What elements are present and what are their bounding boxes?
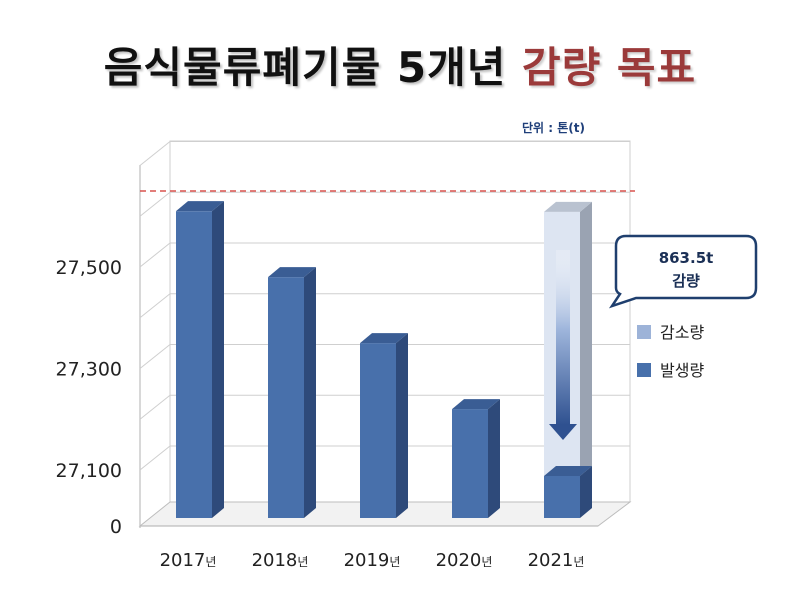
bar-top — [544, 466, 592, 476]
bar-side — [212, 201, 224, 519]
bar-side — [304, 267, 316, 518]
x-tick-label: 2019년 — [344, 550, 401, 571]
bar-reduction-top — [544, 201, 592, 212]
callout-label: 감량 — [672, 272, 700, 290]
callout-value: 863.5t — [659, 249, 714, 267]
unit-label: 단위 : 톤(t) — [522, 121, 585, 135]
reduction-callout: 863.5t 감량 — [608, 234, 758, 309]
x-tick-label: 2017년 — [160, 550, 217, 571]
bar-2019 — [360, 333, 408, 518]
bar-2017 — [176, 201, 224, 519]
grid-line-diag — [139, 141, 171, 166]
grid-line-diag — [139, 191, 171, 217]
bar-front — [360, 343, 396, 518]
y-tick-label: 27,500 — [56, 257, 122, 279]
page-title: 음식물류폐기물 5개년 감량 목표 — [0, 34, 800, 95]
bars — [176, 201, 592, 519]
bar-front — [176, 211, 212, 519]
bar-side — [488, 399, 500, 518]
legend-swatch-reduction — [637, 325, 651, 339]
x-tick-labels: 2017년 2018년 2019년 2020년 2021년 — [160, 550, 585, 571]
grid-line-diag — [139, 344, 171, 369]
reduction-arrow-icon — [549, 250, 577, 440]
grid-line-diag — [139, 242, 171, 268]
grid-line-diag — [139, 445, 171, 471]
title-main: 음식물류폐기물 5개년 — [103, 43, 507, 92]
bar-2018 — [268, 267, 316, 518]
grid-line-diag — [139, 394, 171, 420]
legend-swatch-generation — [637, 363, 651, 377]
grid-line-diag — [139, 293, 171, 319]
title-accent: 감량 목표 — [522, 43, 697, 92]
bar-top — [176, 201, 224, 212]
bar-side — [580, 466, 592, 518]
bar-top — [268, 267, 316, 278]
bar-reduction-side — [580, 201, 592, 476]
x-tick-label: 2021년 — [528, 550, 585, 571]
y-tick-labels: 27,100 27,300 27,500 0 — [56, 257, 122, 538]
legend-label-generation: 발생량 — [660, 361, 704, 380]
y-tick-label: 27,300 — [56, 359, 122, 381]
bar-top — [452, 399, 500, 410]
bar-front — [452, 409, 488, 518]
legend-label-reduction: 감소량 — [660, 323, 704, 342]
x-tick-label: 2018년 — [252, 550, 309, 571]
bar-side — [396, 333, 408, 518]
y-tick-label-zero: 0 — [110, 516, 122, 538]
y-tick-label: 27,100 — [56, 460, 122, 482]
legend: 감소량 발생량 — [637, 323, 704, 380]
bar-front — [268, 277, 304, 518]
x-tick-label: 2020년 — [436, 550, 493, 571]
bar-front — [544, 476, 580, 518]
bar-top — [360, 333, 408, 344]
bar-2020 — [452, 399, 500, 518]
